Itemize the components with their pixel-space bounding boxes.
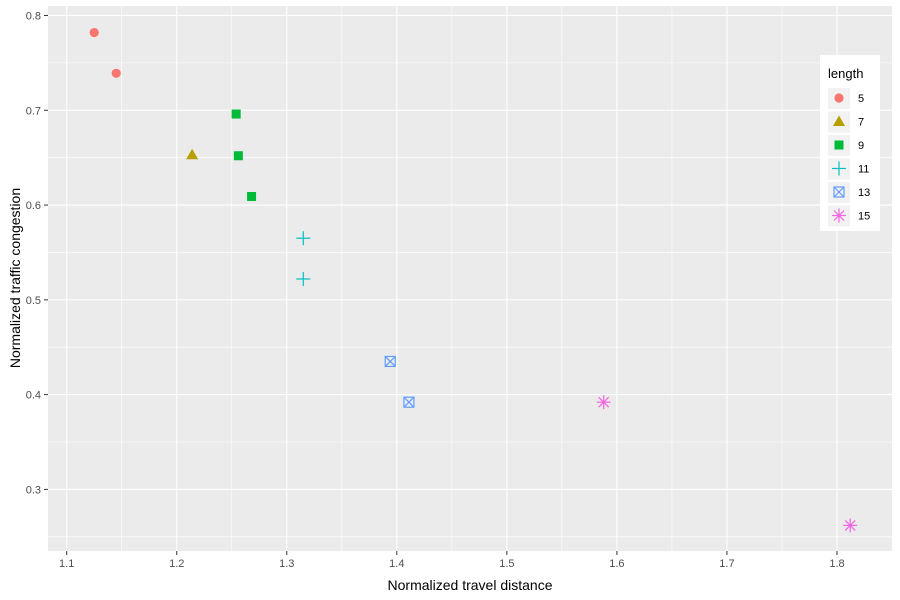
data-point-9 bbox=[233, 151, 243, 161]
data-point-9 bbox=[231, 109, 241, 119]
x-tick-label: 1.4 bbox=[389, 558, 404, 570]
data-point-13 bbox=[403, 396, 415, 408]
y-tick-label: 0.5 bbox=[26, 295, 41, 307]
legend-title: length bbox=[828, 66, 863, 81]
legend-item-9: 9 bbox=[828, 135, 864, 156]
y-tick-label: 0.4 bbox=[26, 390, 41, 402]
legend-item-5: 5 bbox=[828, 88, 864, 109]
legend-items: 5 7 9 11 13 15 bbox=[828, 88, 870, 227]
legend-key-7 bbox=[833, 115, 845, 126]
legend-key-13 bbox=[833, 186, 845, 198]
y-tick-label: 0.3 bbox=[26, 484, 41, 496]
x-axis-title: Normalized travel distance bbox=[388, 577, 553, 593]
panel-background bbox=[48, 6, 892, 551]
x-tick-label: 1.6 bbox=[609, 558, 624, 570]
x-tick-label: 1.3 bbox=[279, 558, 294, 570]
data-point-15 bbox=[596, 395, 611, 410]
legend-key-11 bbox=[832, 161, 846, 176]
legend-label: 5 bbox=[858, 93, 864, 105]
y-tick-label: 0.6 bbox=[26, 200, 41, 212]
legend-item-15: 15 bbox=[828, 205, 870, 227]
legend-label: 9 bbox=[858, 140, 864, 152]
grid-lines bbox=[48, 6, 892, 551]
data-points bbox=[89, 27, 858, 533]
data-point-5 bbox=[89, 27, 99, 38]
y-axis-title: Normalized traffic congestion bbox=[7, 188, 23, 368]
data-point-11 bbox=[296, 271, 311, 286]
y-axis: 0.3 0.4 0.5 0.6 0.7 0.8 bbox=[26, 10, 48, 496]
legend-label: 7 bbox=[858, 117, 864, 129]
x-tick-label: 1.5 bbox=[499, 558, 514, 570]
legend-label: 13 bbox=[858, 187, 870, 199]
data-point-5 bbox=[111, 68, 121, 78]
legend: length 5 7 9 11 13 15 bbox=[820, 55, 880, 231]
x-tick-label: 1.2 bbox=[169, 558, 184, 570]
legend-key-5 bbox=[834, 93, 844, 103]
data-point-13 bbox=[384, 355, 396, 368]
data-point-15 bbox=[843, 518, 858, 533]
legend-key-9 bbox=[834, 140, 844, 150]
y-tick-label: 0.8 bbox=[26, 10, 41, 22]
x-axis: 1.1 1.2 1.3 1.4 1.5 1.6 1.7 1.8 bbox=[59, 551, 845, 570]
data-point-9 bbox=[247, 192, 257, 202]
x-tick-label: 1.7 bbox=[719, 558, 734, 570]
data-point-11 bbox=[296, 231, 311, 246]
x-tick-label: 1.8 bbox=[829, 558, 844, 570]
legend-item-13: 13 bbox=[828, 182, 870, 203]
legend-label: 15 bbox=[858, 211, 870, 223]
data-point-7 bbox=[186, 148, 199, 160]
x-tick-label: 1.1 bbox=[59, 558, 74, 570]
legend-item-7: 7 bbox=[828, 111, 864, 133]
legend-key-15 bbox=[832, 208, 846, 223]
legend-label: 11 bbox=[858, 164, 869, 176]
y-tick-label: 0.7 bbox=[26, 105, 41, 117]
legend-item-11: 11 bbox=[828, 158, 869, 180]
